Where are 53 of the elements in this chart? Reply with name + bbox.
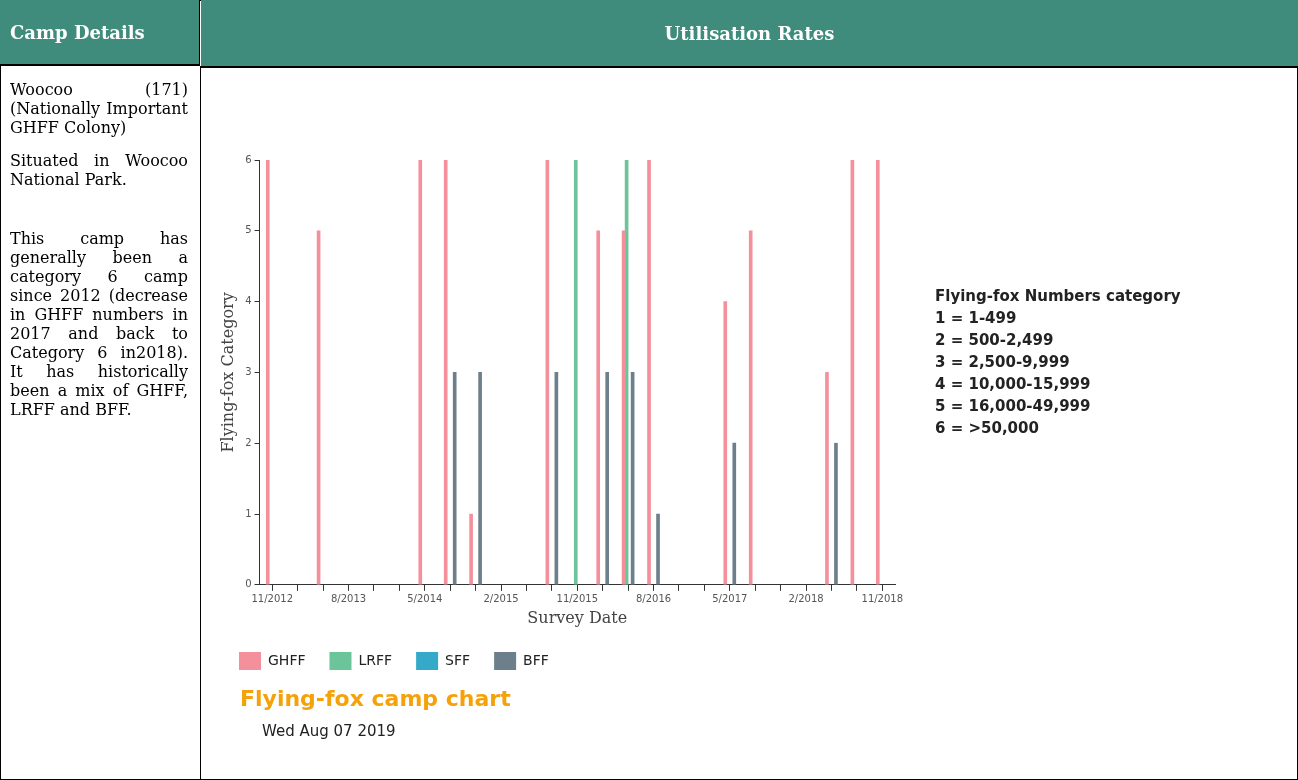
y-tick-label: 2 [245,436,252,448]
bar [656,513,660,585]
y-tick-label: 5 [245,224,252,236]
text: Camp Details [0,0,200,66]
bar [573,160,578,585]
bar [443,160,448,585]
x-tick-label: 8/2013 [330,593,367,605]
text: Wed Aug 07 2019 [262,722,396,740]
x-tick-label: 2/2018 [788,593,824,605]
x-axis-title: Survey Date [527,607,628,627]
y-tick-label: 4 [245,295,252,307]
bar [723,301,728,585]
y-tick-label: 1 [245,507,252,519]
text: 4 = 10,000-15,999 [935,374,1092,395]
bar [647,160,651,585]
text: Woocoo (171) (Nationally Important GHFF Colony) [10,80,188,137]
text: Flying-fox camp chart [240,686,511,711]
text: Utilisation Rates [201,0,1298,68]
text: 3 = 2,500-9,999 [935,352,1071,373]
bar [825,372,829,585]
x-tick-label: 11/2015 [556,593,599,605]
bar [452,372,457,585]
x-tick-label: 11/2012 [251,593,294,605]
bar [418,160,423,585]
y-tick-label: 0 [245,578,252,590]
text: 5 = 16,000-49,999 [935,396,1092,417]
bar [875,160,880,585]
text: This camp has generally been a category 6 camp since 2012 (decrease in GHFF numbers in 2017 and back to Category 6 in2018). It has historically been a mix of GHFF, LRFF and BFF. [10,229,188,419]
x-tick-label: 5/2017 [712,593,748,605]
x-tick-label: 11/2018 [861,593,904,605]
legend-label: BFF [523,651,549,668]
y-tick-label: 3 [245,365,252,377]
bar [265,160,270,585]
bar [469,513,473,585]
legend-label: LRFF [358,651,393,668]
x-tick-label: 5/2014 [407,593,443,605]
text: Flying-fox Numbers category [935,286,1181,307]
y-tick-label: 6 [245,153,252,165]
text: 1 = 1-499 [935,308,1018,329]
text: Situated in Woocoo National Park. [10,151,188,189]
legend-label: SFF [445,651,471,668]
x-tick-label: 2/2015 [483,593,519,605]
legend-label: GHFF [268,651,306,668]
bar [605,372,610,585]
bar [834,442,838,585]
text: 2 = 500-2,499 [935,330,1055,351]
y-axis-title: Flying-fox Category [217,292,237,453]
bar [748,230,753,585]
bar [478,372,482,585]
text: 6 = >50,000 [935,418,1040,439]
bar [596,230,601,585]
bar [732,442,737,585]
x-tick-label: 8/2016 [635,593,672,605]
